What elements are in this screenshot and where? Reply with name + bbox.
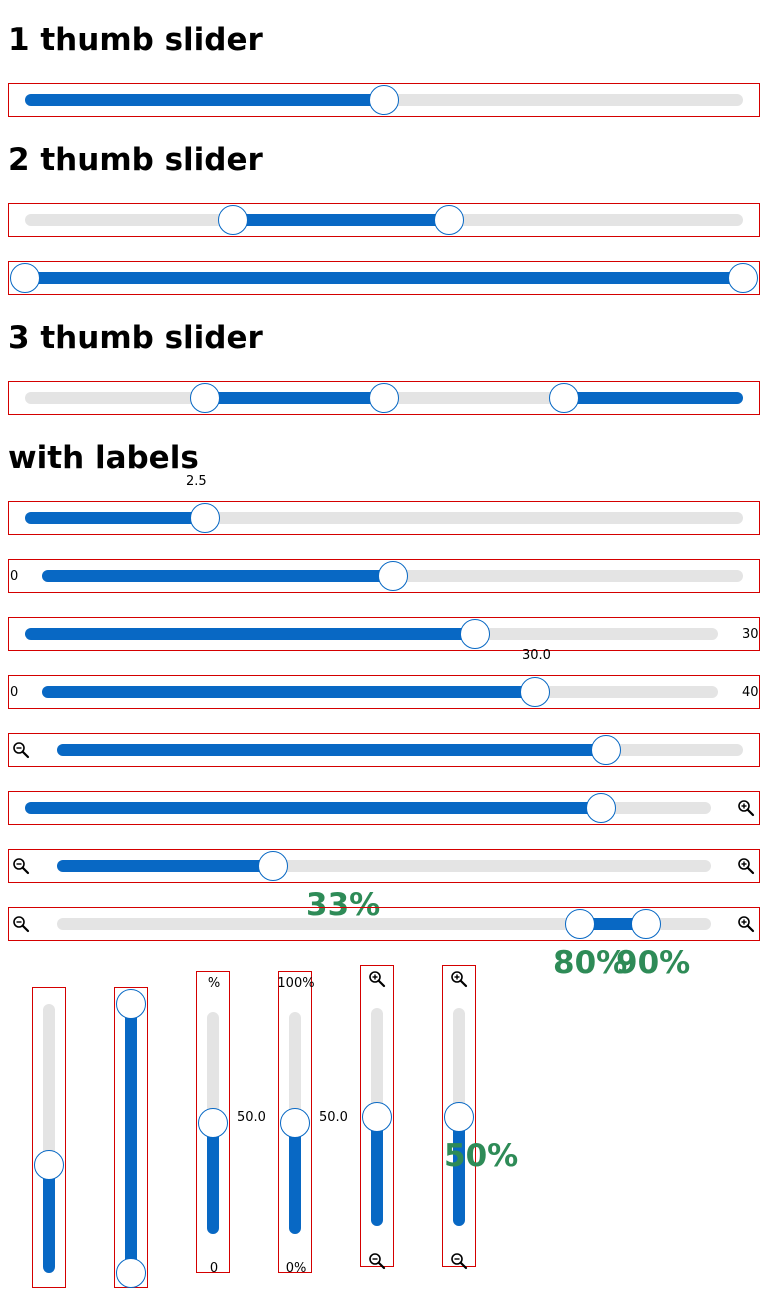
slider-thumb[interactable] — [362, 1102, 392, 1132]
slider-range-fill — [289, 1123, 301, 1234]
slider-two-thumb-full — [8, 261, 760, 295]
slider-thumb-1[interactable] — [189, 383, 220, 413]
heading-three-thumb: 3 thumb slider — [8, 320, 263, 356]
slider-max-label: 40 — [742, 685, 759, 700]
slider-max-label: % — [207, 976, 221, 991]
slider-range-fill — [25, 94, 384, 106]
vertical-slider-5 — [360, 965, 394, 1270]
heading-one-thumb: 1 thumb slider — [8, 22, 263, 58]
slider-range-fill — [57, 860, 273, 872]
slider-range-fill — [125, 1004, 137, 1273]
zoom-out-icon[interactable] — [12, 741, 30, 759]
vertical-slider-4: 100% 0% — [277, 971, 315, 1276]
slider-value-label-large: 33% — [306, 887, 381, 923]
slider-thumb[interactable] — [444, 1102, 474, 1132]
slider-value-label: 30.0 — [522, 648, 551, 663]
slider-range-fill — [42, 686, 536, 698]
slider-min-label: 0% — [285, 1261, 307, 1276]
slider-range-fill — [25, 628, 476, 640]
slider-value-label: 50.0 — [319, 1110, 348, 1125]
slider-thumb-3[interactable] — [548, 383, 579, 413]
heading-with-labels: with labels — [8, 440, 199, 476]
slider-thumb-upper[interactable] — [728, 263, 758, 293]
slider-range-fill — [580, 918, 646, 930]
slider-thumb[interactable] — [257, 851, 288, 881]
slider-zoom-out — [8, 733, 760, 767]
slider-thumb[interactable] — [377, 561, 408, 591]
slider-min-label: 0 — [209, 1261, 219, 1276]
slider-labeled-max: 30 — [8, 617, 760, 651]
slider-range-fill — [371, 1117, 383, 1226]
slider-range-fill — [233, 214, 449, 226]
zoom-out-icon[interactable] — [450, 1252, 468, 1270]
vertical-slider-1 — [32, 987, 66, 1288]
slider-range-fill — [207, 1123, 219, 1234]
slider-one-thumb — [8, 83, 760, 117]
slider-thumb[interactable] — [280, 1108, 310, 1138]
slider-thumb[interactable] — [34, 1150, 64, 1181]
zoom-out-icon[interactable] — [12, 915, 30, 933]
slider-labeled-min: 0 — [8, 559, 760, 593]
slider-range-fill — [57, 744, 606, 756]
slider-three-thumb — [8, 381, 760, 415]
slider-thumb[interactable] — [198, 1108, 228, 1138]
slider-thumb-upper[interactable] — [116, 989, 146, 1019]
slider-zoom-both — [8, 849, 760, 883]
slider-thumb-upper[interactable] — [630, 909, 661, 939]
slider-value-label-large: 80% — [553, 945, 628, 981]
vertical-slider-3: % 0 — [196, 971, 230, 1276]
slider-two-thumb-middle — [8, 203, 760, 237]
slider-range-fill — [453, 1117, 465, 1226]
zoom-in-icon[interactable] — [737, 857, 755, 875]
slider-thumb[interactable] — [590, 735, 621, 765]
slider-zoom-range — [8, 907, 760, 941]
zoom-out-icon[interactable] — [12, 857, 30, 875]
zoom-in-icon[interactable] — [737, 915, 755, 933]
slider-min-label: 0 — [10, 685, 19, 700]
slider-range-fill — [25, 272, 743, 284]
zoom-out-icon[interactable] — [368, 1252, 386, 1270]
slider-min-label: 0 — [10, 569, 19, 584]
slider-max-label: 100% — [277, 976, 315, 991]
slider-track[interactable] — [57, 918, 711, 930]
slider-thumb[interactable] — [586, 793, 617, 823]
heading-two-thumb: 2 thumb slider — [8, 142, 263, 178]
vertical-slider-6 — [442, 965, 476, 1270]
zoom-in-icon[interactable] — [737, 799, 755, 817]
slider-thumb-lower[interactable] — [218, 205, 249, 235]
zoom-in-icon[interactable] — [368, 970, 386, 988]
slider-range-fill — [563, 392, 743, 404]
slider-thumb-2[interactable] — [369, 383, 399, 413]
slider-labeled-value — [8, 501, 760, 535]
slider-thumb[interactable] — [460, 619, 491, 649]
slider-thumb-upper[interactable] — [433, 205, 464, 235]
slider-thumb[interactable] — [189, 503, 220, 533]
slider-range-fill — [25, 802, 602, 814]
slider-thumb-lower[interactable] — [565, 909, 596, 939]
slider-range-fill — [42, 570, 393, 582]
slider-thumb-lower[interactable] — [116, 1258, 146, 1288]
slider-value-label: 2.5 — [186, 474, 207, 489]
slider-value-label-large: 90% — [616, 945, 691, 981]
slider-range-fill — [204, 392, 384, 404]
slider-labeled-min-max: 0 40 — [8, 675, 760, 709]
slider-thumb[interactable] — [520, 677, 551, 707]
slider-range-fill — [25, 512, 205, 524]
zoom-in-icon[interactable] — [450, 970, 468, 988]
slider-zoom-in — [8, 791, 760, 825]
slider-thumb-lower[interactable] — [10, 263, 40, 293]
vertical-slider-2 — [114, 987, 148, 1288]
slider-max-label: 30 — [742, 627, 759, 642]
slider-thumb[interactable] — [369, 85, 399, 115]
slider-range-fill — [43, 1165, 55, 1273]
slider-value-label: 50.0 — [237, 1110, 266, 1125]
slider-value-label-large: 50% — [444, 1138, 519, 1174]
